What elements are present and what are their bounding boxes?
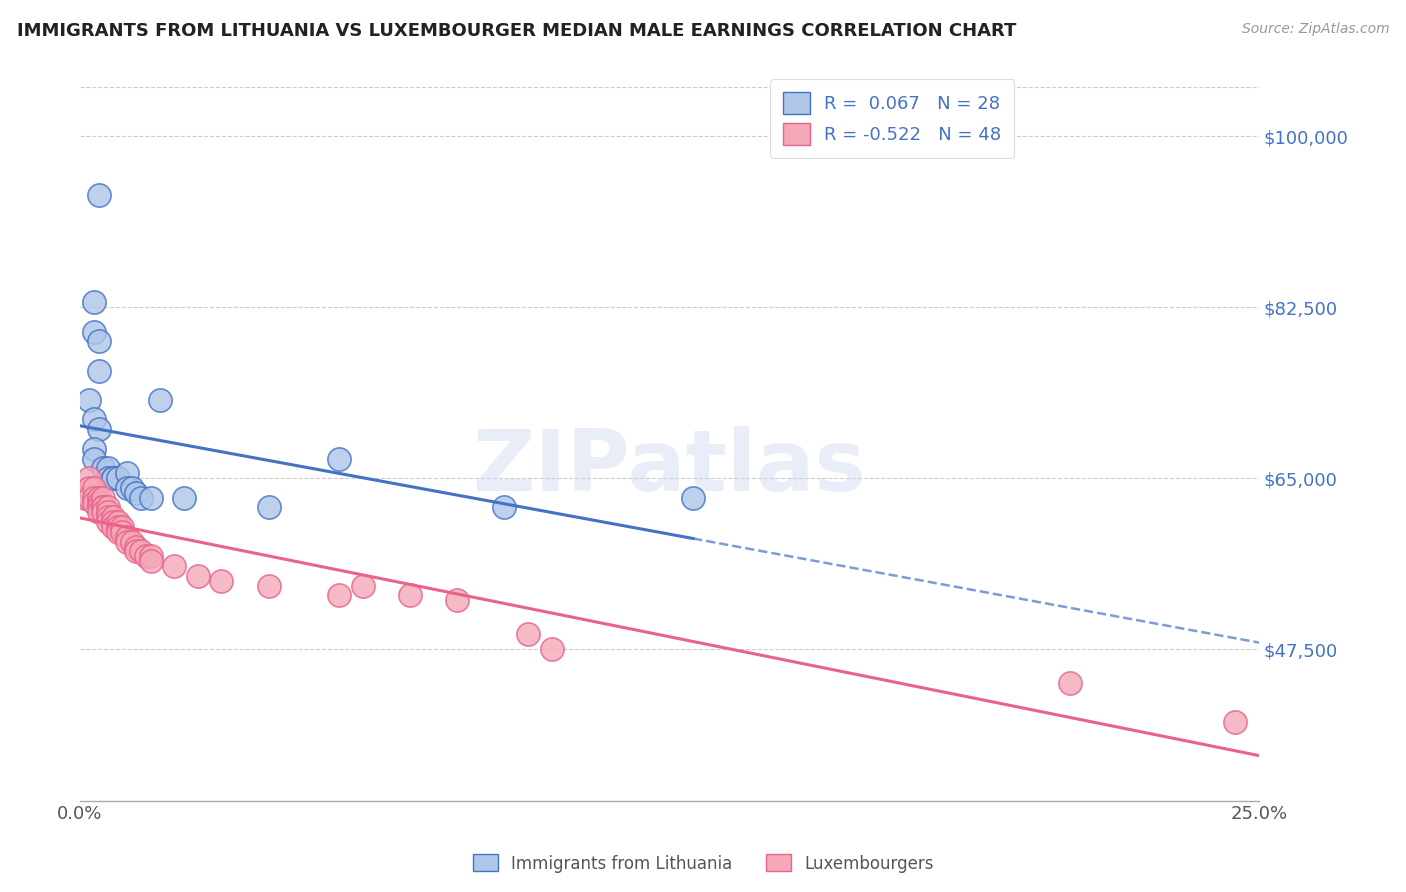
Point [107,515,129,529]
Point [494,500,516,515]
Point [101,471,124,485]
Point [93,491,115,505]
Point [173,491,195,505]
Point [97,471,120,485]
Point [107,471,129,485]
Point [83,451,105,466]
Point [87,491,110,505]
Point [163,559,186,574]
Point [87,505,110,519]
Point [83,491,105,505]
Point [1059,676,1081,690]
Legend: R =  0.067   N = 28, R = -0.522   N = 48: R = 0.067 N = 28, R = -0.522 N = 48 [770,79,1014,158]
Point [93,500,115,515]
Point [187,569,209,583]
Point [87,495,110,509]
Point [79,491,101,505]
Point [107,524,129,539]
Point [93,461,115,475]
Point [328,588,350,602]
Point [97,461,120,475]
Point [87,187,110,202]
Point [101,510,124,524]
Point [111,520,134,534]
Point [97,505,120,519]
Point [83,325,105,339]
Point [83,481,105,495]
Point [446,593,468,607]
Point [129,544,152,558]
Point [682,491,704,505]
Point [87,422,110,436]
Point [129,491,152,505]
Point [115,467,138,481]
Point [97,500,120,515]
Point [139,549,162,564]
Point [101,515,124,529]
Point [209,574,232,588]
Point [101,520,124,534]
Point [87,500,110,515]
Point [79,471,101,485]
Point [79,481,101,495]
Point [540,642,562,657]
Point [125,540,148,554]
Point [328,451,350,466]
Point [125,485,148,500]
Point [115,530,138,544]
Point [115,481,138,495]
Text: Source: ZipAtlas.com: Source: ZipAtlas.com [1241,22,1389,37]
Point [79,392,101,407]
Point [97,510,120,524]
Point [83,442,105,456]
Point [87,334,110,349]
Point [97,515,120,529]
Point [399,588,422,602]
Point [83,412,105,426]
Point [101,471,124,485]
Point [125,544,148,558]
Point [135,549,157,564]
Point [517,627,540,641]
Point [73,491,96,505]
Text: ZIPatlas: ZIPatlas [472,426,866,509]
Point [121,534,143,549]
Point [93,505,115,519]
Point [83,495,105,509]
Point [1225,715,1247,730]
Point [139,554,162,568]
Point [352,579,374,593]
Point [257,579,280,593]
Point [149,392,172,407]
Point [87,363,110,377]
Point [93,500,115,515]
Point [111,524,134,539]
Point [83,295,105,310]
Point [121,481,143,495]
Legend: Immigrants from Lithuania, Luxembourgers: Immigrants from Lithuania, Luxembourgers [465,847,941,880]
Text: IMMIGRANTS FROM LITHUANIA VS LUXEMBOURGER MEDIAN MALE EARNINGS CORRELATION CHART: IMMIGRANTS FROM LITHUANIA VS LUXEMBOURGE… [17,22,1017,40]
Point [115,534,138,549]
Point [257,500,280,515]
Point [107,520,129,534]
Point [139,491,162,505]
